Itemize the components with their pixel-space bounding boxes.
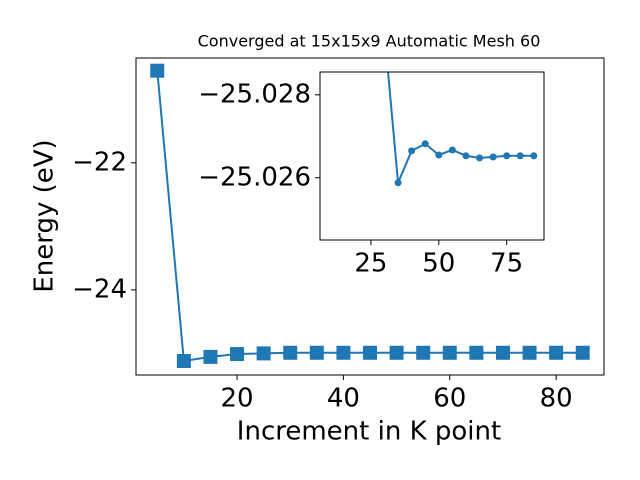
marker bbox=[462, 152, 470, 160]
marker bbox=[530, 152, 538, 160]
axes-frame bbox=[319, 71, 545, 241]
marker bbox=[516, 152, 524, 160]
marker bbox=[309, 345, 324, 360]
y-tick-label: −24 bbox=[72, 274, 127, 304]
chart-title: Converged at 15x15x9 Automatic Mesh 60 bbox=[198, 32, 541, 51]
marker bbox=[203, 349, 218, 364]
marker bbox=[176, 354, 191, 369]
x-tick-label: 80 bbox=[540, 384, 573, 414]
marker bbox=[394, 179, 402, 187]
marker bbox=[522, 345, 537, 360]
marker bbox=[489, 153, 497, 161]
marker bbox=[389, 345, 404, 360]
x-tick-label: 50 bbox=[422, 249, 455, 279]
x-tick-label: 60 bbox=[433, 384, 466, 414]
marker bbox=[336, 345, 351, 360]
plot-area bbox=[387, 72, 538, 187]
marker bbox=[416, 345, 431, 360]
y-tick-label: −22 bbox=[72, 147, 127, 177]
plot-area bbox=[150, 63, 590, 369]
x-tick-label: 40 bbox=[327, 384, 360, 414]
x-tick-label: 25 bbox=[354, 249, 387, 279]
y-tick-label: −25.028 bbox=[198, 79, 311, 109]
marker bbox=[230, 347, 245, 362]
marker bbox=[435, 151, 443, 159]
x-axis-label: Increment in K point bbox=[237, 417, 501, 447]
marker bbox=[150, 63, 165, 78]
axes-frame bbox=[135, 57, 605, 376]
marker bbox=[283, 345, 298, 360]
x-tick-label: 20 bbox=[220, 384, 253, 414]
marker bbox=[448, 146, 456, 154]
marker bbox=[549, 345, 564, 360]
x-tick-label: 75 bbox=[490, 249, 523, 279]
marker bbox=[408, 147, 416, 155]
marker bbox=[469, 345, 484, 360]
marker bbox=[442, 345, 457, 360]
marker bbox=[363, 345, 377, 360]
marker bbox=[421, 140, 429, 148]
marker bbox=[256, 346, 271, 361]
marker bbox=[495, 345, 510, 360]
marker bbox=[503, 152, 511, 160]
y-tick-label: −25.026 bbox=[198, 162, 311, 192]
marker bbox=[575, 345, 590, 360]
marker bbox=[476, 154, 484, 162]
y-axis-label: Energy (eV) bbox=[30, 139, 60, 292]
